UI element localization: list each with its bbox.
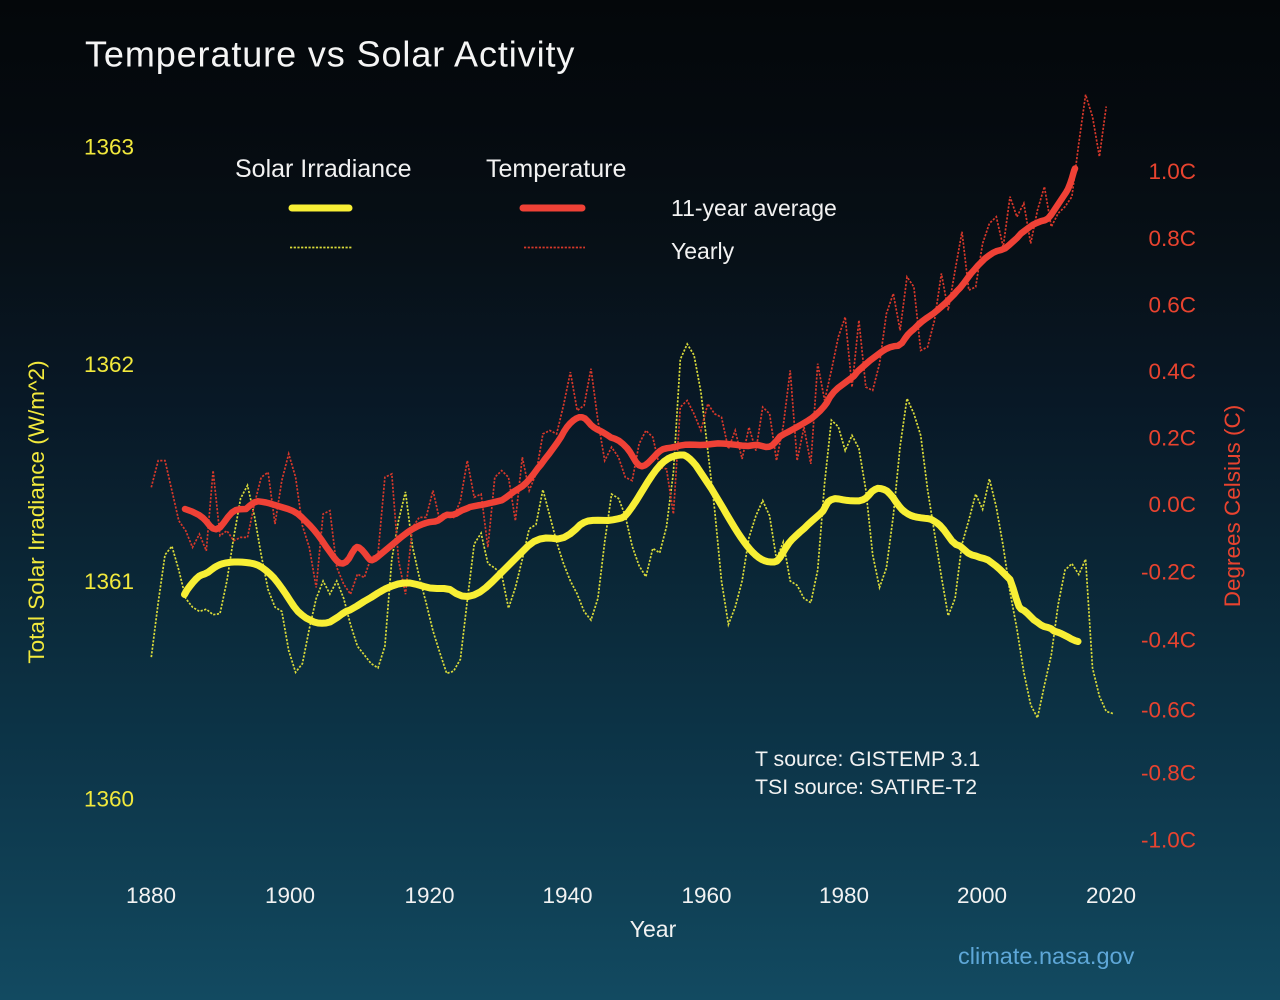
- svg-text:-0.8C: -0.8C: [1141, 761, 1196, 786]
- svg-text:T source: GISTEMP 3.1: T source: GISTEMP 3.1: [755, 747, 980, 771]
- svg-text:1360: 1360: [84, 787, 134, 812]
- svg-text:0.8C: 0.8C: [1148, 226, 1196, 251]
- svg-text:0.0C: 0.0C: [1148, 492, 1196, 517]
- svg-text:2000: 2000: [957, 883, 1007, 908]
- svg-text:1.0C: 1.0C: [1148, 159, 1196, 184]
- svg-text:Yearly: Yearly: [671, 238, 735, 264]
- svg-text:0.2C: 0.2C: [1148, 426, 1196, 451]
- svg-text:Degrees Celsius (C): Degrees Celsius (C): [1220, 405, 1245, 608]
- svg-text:-0.6C: -0.6C: [1141, 698, 1196, 723]
- svg-text:1361: 1361: [84, 569, 134, 594]
- svg-text:1980: 1980: [819, 883, 869, 908]
- svg-text:Year: Year: [630, 916, 677, 942]
- svg-text:-0.2C: -0.2C: [1141, 560, 1196, 585]
- svg-text:1880: 1880: [126, 883, 176, 908]
- svg-text:Temperature: Temperature: [486, 155, 626, 183]
- svg-text:Solar Irradiance: Solar Irradiance: [235, 155, 411, 183]
- svg-text:1900: 1900: [265, 883, 315, 908]
- svg-text:0.6C: 0.6C: [1148, 293, 1196, 318]
- svg-text:1960: 1960: [681, 883, 731, 908]
- svg-text:Temperature vs Solar Activity: Temperature vs Solar Activity: [85, 34, 575, 75]
- svg-text:1362: 1362: [84, 352, 134, 377]
- svg-text:-1.0C: -1.0C: [1141, 828, 1196, 853]
- svg-text:11-year average: 11-year average: [671, 195, 837, 221]
- svg-text:1940: 1940: [542, 883, 592, 908]
- svg-text:2020: 2020: [1086, 883, 1136, 908]
- svg-text:TSI source: SATIRE-T2: TSI source: SATIRE-T2: [755, 775, 977, 799]
- svg-text:Total Solar Irradiance (W/m^2): Total Solar Irradiance (W/m^2): [24, 360, 49, 663]
- svg-text:1363: 1363: [84, 135, 134, 160]
- svg-text:-0.4C: -0.4C: [1141, 628, 1196, 653]
- svg-text:0.4C: 0.4C: [1148, 359, 1196, 384]
- svg-text:1920: 1920: [404, 883, 454, 908]
- svg-text:climate.nasa.gov: climate.nasa.gov: [958, 943, 1135, 969]
